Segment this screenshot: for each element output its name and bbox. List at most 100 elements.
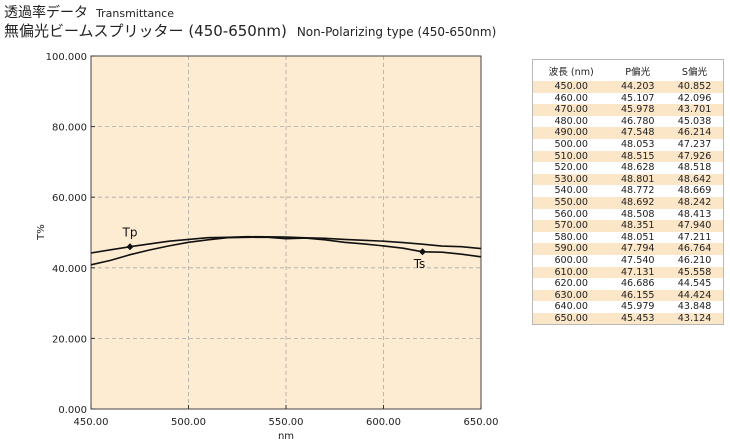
table-row: 570.00 48.351 47.940 — [532, 220, 724, 232]
table-cell: 510.00 — [532, 150, 610, 163]
series-marker-ts — [419, 248, 426, 256]
table-row: 500.00 48.053 47.237 — [532, 138, 724, 151]
y-tick-label: 20.000 — [52, 334, 87, 345]
table-cell: 43.848 — [666, 301, 724, 313]
table-cell: 48.508 — [609, 208, 667, 221]
y-tick-label: 100.000 — [46, 52, 87, 63]
x-tick-label: 600.00 — [366, 417, 401, 428]
y-tick-label: 80.000 — [52, 123, 87, 134]
series-label-ts: Ts — [413, 257, 426, 271]
page-subtitle: 無偏光ビームスプリッター (450-650nm) Non-Polarizing t… — [4, 20, 496, 41]
table-cell: 47.940 — [666, 220, 724, 232]
table-row: 630.00 46.155 44.424 — [532, 289, 724, 302]
series-line-tp — [90, 235, 482, 254]
table-row: 530.00 48.801 48.642 — [532, 173, 724, 186]
table-cell: 630.00 — [532, 289, 610, 302]
subtitle-jp: 無偏光ビームスプリッター (450-650nm) — [4, 22, 287, 40]
table-row: 610.00 47.131 45.558 — [532, 266, 724, 279]
table-cell: 620.00 — [532, 278, 610, 290]
table-cell: 460.00 — [532, 92, 610, 105]
table-cell: 46.210 — [666, 254, 724, 267]
table-cell: 48.692 — [609, 196, 667, 209]
series-label-tp: Tp — [122, 226, 138, 240]
series-line-ts — [90, 236, 482, 266]
y-axis-label: T% — [36, 224, 47, 241]
table-header-cell: S偏光 — [666, 59, 724, 81]
y-tick-label: 0.000 — [58, 405, 87, 416]
table-cell: 47.131 — [609, 266, 667, 279]
table-cell: 46.686 — [609, 278, 667, 290]
table-cell: 480.00 — [532, 115, 610, 128]
table-cell: 470.00 — [532, 104, 610, 116]
y-tick-label: 60.000 — [52, 193, 87, 204]
table-cell: 43.124 — [666, 312, 724, 325]
y-tick-label: 40.000 — [52, 264, 87, 275]
table-row: 640.00 45.979 43.848 — [532, 301, 724, 313]
title-jp: 透過率データ — [4, 5, 88, 21]
table-cell: 40.852 — [666, 81, 724, 93]
table-cell: 47.794 — [609, 243, 667, 255]
table-cell: 45.453 — [609, 312, 667, 325]
table-cell: 47.926 — [666, 150, 724, 163]
table-cell: 48.669 — [666, 185, 724, 197]
table-row: 450.00 44.203 40.852 — [532, 81, 724, 93]
table-row: 560.00 48.508 48.413 — [532, 208, 724, 221]
table-cell: 550.00 — [532, 196, 610, 209]
table-cell: 45.558 — [666, 266, 724, 279]
table-row: 480.00 46.780 45.038 — [532, 115, 724, 128]
table-cell: 46.764 — [666, 243, 724, 255]
table-cell: 47.211 — [666, 231, 724, 244]
transmittance-table: 波長 (nm) P偏光 S偏光 450.00 44.203 40.852 460.00 45… — [532, 59, 724, 326]
table-cell: 570.00 — [532, 220, 610, 232]
table-cell: 450.00 — [532, 81, 610, 93]
table-row: 650.00 45.453 43.124 — [532, 312, 724, 325]
series-group — [90, 235, 482, 266]
table-row: 550.00 48.692 48.242 — [532, 196, 724, 209]
table-cell: 640.00 — [532, 301, 610, 313]
table-cell: 46.780 — [609, 115, 667, 128]
table-row: 620.00 46.686 44.545 — [532, 278, 724, 290]
table-cell: 48.351 — [609, 220, 667, 232]
table-header-row: 波長 (nm) P偏光 S偏光 — [532, 59, 724, 81]
table-body: 450.00 44.203 40.852 460.00 45.107 42.096 470.… — [532, 81, 724, 325]
table-cell: 500.00 — [532, 138, 610, 151]
axis-ticks: 450.00 500.00 550.00 600.00 650.00 0.000 20.00… — [46, 52, 499, 428]
subtitle-en: Non-Polarizing type (450-650nm) — [296, 25, 497, 39]
table-cell: 47.548 — [609, 127, 667, 139]
table-cell: 44.424 — [666, 289, 724, 302]
table-cell: 490.00 — [532, 127, 610, 139]
grid-lines — [91, 56, 481, 409]
table-cell: 540.00 — [532, 185, 610, 197]
table-cell: 610.00 — [532, 266, 610, 279]
series-marker-tp — [126, 243, 134, 251]
table-cell: 47.540 — [609, 254, 667, 267]
table-cell: 48.051 — [609, 231, 667, 244]
table-cell: 590.00 — [532, 243, 610, 255]
table-cell: 48.801 — [609, 173, 667, 186]
table-row: 460.00 45.107 42.096 — [532, 92, 724, 105]
table-header-cell: P偏光 — [609, 59, 667, 81]
table-cell: 45.979 — [609, 301, 667, 313]
table-cell: 530.00 — [532, 173, 610, 186]
x-tick-label: 450.00 — [74, 417, 109, 428]
table-cell: 48.772 — [609, 185, 667, 197]
x-tick-label: 650.00 — [464, 417, 499, 428]
table-row: 580.00 48.051 47.211 — [532, 231, 724, 244]
table-header-cell: 波長 (nm) — [532, 59, 610, 81]
table-cell: 48.518 — [666, 162, 724, 174]
table-cell: 46.214 — [666, 127, 724, 139]
table-cell: 48.515 — [609, 150, 667, 163]
table-cell: 44.545 — [666, 278, 724, 290]
table-row: 520.00 48.628 48.518 — [532, 162, 724, 174]
table-row: 600.00 47.540 46.210 — [532, 254, 724, 267]
table-cell: 48.642 — [666, 173, 724, 186]
table-cell: 560.00 — [532, 208, 610, 221]
table-cell: 650.00 — [532, 312, 610, 325]
table-row: 510.00 48.515 47.926 — [532, 150, 724, 163]
table-cell: 520.00 — [532, 162, 610, 174]
table-row: 590.00 47.794 46.764 — [532, 243, 724, 255]
table-cell: 47.237 — [666, 138, 724, 151]
x-tick-label: 550.00 — [269, 417, 304, 428]
table-cell: 43.701 — [666, 104, 724, 116]
